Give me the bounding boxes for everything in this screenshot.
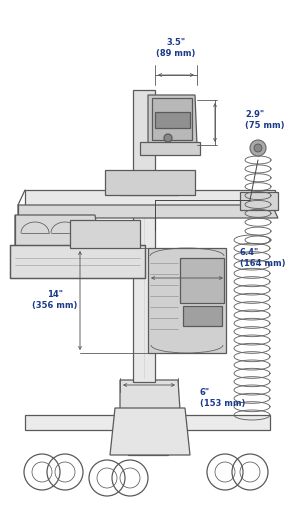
Circle shape xyxy=(164,134,172,142)
Polygon shape xyxy=(18,205,278,218)
Polygon shape xyxy=(70,220,140,248)
Polygon shape xyxy=(133,205,155,382)
Text: 2.9"
(75 mm): 2.9" (75 mm) xyxy=(245,111,285,130)
Polygon shape xyxy=(10,245,145,278)
Polygon shape xyxy=(240,192,278,210)
Polygon shape xyxy=(120,175,178,195)
Circle shape xyxy=(254,144,262,152)
Polygon shape xyxy=(120,380,180,410)
Polygon shape xyxy=(140,142,200,155)
Polygon shape xyxy=(133,90,155,175)
Polygon shape xyxy=(128,400,168,455)
Polygon shape xyxy=(183,306,222,326)
Polygon shape xyxy=(25,415,130,430)
Text: 6.4"
(164 mm): 6.4" (164 mm) xyxy=(240,248,285,268)
Polygon shape xyxy=(180,258,224,303)
Polygon shape xyxy=(15,215,100,250)
Text: 6"
(153 mm): 6" (153 mm) xyxy=(200,388,245,408)
Text: 3.5"
(89 mm): 3.5" (89 mm) xyxy=(156,39,196,58)
Polygon shape xyxy=(160,415,270,430)
Polygon shape xyxy=(110,408,190,455)
Polygon shape xyxy=(105,170,195,195)
Polygon shape xyxy=(148,95,197,145)
Text: 14"
(356 mm): 14" (356 mm) xyxy=(32,290,78,310)
Polygon shape xyxy=(148,248,226,353)
Circle shape xyxy=(250,140,266,156)
Polygon shape xyxy=(25,190,275,208)
Polygon shape xyxy=(152,98,192,140)
Polygon shape xyxy=(155,112,190,128)
